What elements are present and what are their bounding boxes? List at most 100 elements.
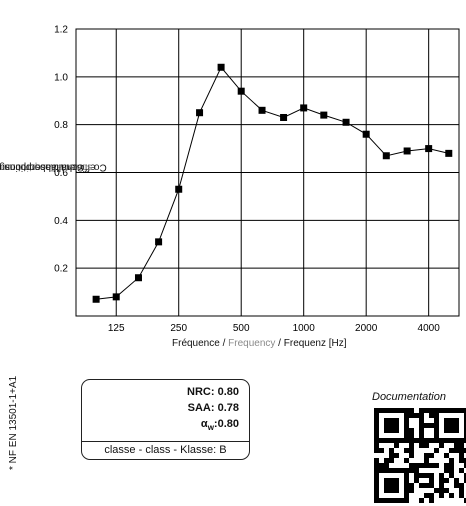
alpha-w-value: αw:0.80 xyxy=(187,416,239,436)
qr-module xyxy=(449,438,454,443)
data-point xyxy=(280,113,288,121)
data-point xyxy=(445,149,453,157)
qr-module xyxy=(374,438,379,443)
qr-module xyxy=(464,458,466,463)
x-axis-label-en: Frequency xyxy=(228,338,276,349)
qr-module xyxy=(414,478,419,483)
qr-module xyxy=(454,428,459,433)
chart-grid xyxy=(76,28,459,316)
qr-module xyxy=(419,428,424,433)
qr-module xyxy=(424,493,429,498)
qr-module xyxy=(444,463,449,468)
qr-module xyxy=(384,498,389,503)
qr-module xyxy=(374,433,379,438)
qr-module xyxy=(449,493,454,498)
qr-module xyxy=(374,423,379,428)
qr-module xyxy=(404,408,409,413)
qr-module xyxy=(389,418,394,423)
data-point xyxy=(300,104,308,112)
qr-module xyxy=(389,458,394,463)
saa-value: SAA: 0.78 xyxy=(187,402,239,414)
qr-module xyxy=(459,443,464,448)
qr-module xyxy=(434,423,439,428)
qr-module xyxy=(404,493,409,498)
qr-module xyxy=(404,413,409,418)
y-tick-label: 0.8 xyxy=(54,120,68,131)
qr-module xyxy=(389,488,394,493)
y-tick-label: 1.2 xyxy=(54,25,68,36)
qr-module xyxy=(459,438,464,443)
qr-module xyxy=(389,438,394,443)
acoustic-ratings-box: NRC: 0.80 SAA: 0.78 αw:0.80 classe - cla… xyxy=(81,379,250,460)
qr-module xyxy=(459,408,464,413)
ratings-divider xyxy=(82,441,249,442)
qr-module xyxy=(374,408,379,413)
qr-module xyxy=(374,463,379,468)
qr-module xyxy=(404,473,409,478)
qr-module xyxy=(419,413,424,418)
qr-module xyxy=(449,423,454,428)
y-axis-label-de: Schallabsorptionsgrad α xyxy=(0,161,84,173)
qr-module xyxy=(444,438,449,443)
qr-module xyxy=(464,478,466,483)
qr-module xyxy=(374,458,379,463)
qr-module xyxy=(394,438,399,443)
qr-module xyxy=(389,453,394,458)
qr-module xyxy=(439,473,444,478)
data-point xyxy=(403,147,411,155)
qr-module xyxy=(434,463,439,468)
qr-module xyxy=(459,468,464,473)
qr-module xyxy=(419,463,424,468)
qr-module xyxy=(379,468,384,473)
qr-module xyxy=(419,483,424,488)
qr-module xyxy=(389,423,394,428)
qr-module xyxy=(424,453,429,458)
qr-module xyxy=(394,483,399,488)
qr-module xyxy=(434,438,439,443)
qr-module xyxy=(374,478,379,483)
qr-module xyxy=(419,418,424,423)
qr-code-icon[interactable] xyxy=(374,408,466,506)
qr-module xyxy=(464,438,466,443)
x-tick-label: 250 xyxy=(170,323,187,334)
qr-module xyxy=(404,423,409,428)
qr-module xyxy=(424,458,429,463)
qr-module xyxy=(459,493,464,498)
qr-module xyxy=(409,443,414,448)
qr-module xyxy=(389,448,394,453)
qr-module xyxy=(389,478,394,483)
x-axis-label-fr: Fréquence xyxy=(172,338,220,349)
fire-class: classe - class - Klasse: B xyxy=(104,444,227,456)
qr-module xyxy=(424,423,429,428)
qr-module xyxy=(414,473,419,478)
qr-module xyxy=(459,488,464,493)
qr-module xyxy=(394,453,399,458)
qr-module xyxy=(459,483,464,488)
y-tick-label: 0.4 xyxy=(54,216,68,227)
qr-module xyxy=(424,483,429,488)
qr-module xyxy=(394,498,399,503)
alpha-symbol: α xyxy=(200,418,208,430)
qr-module xyxy=(384,468,389,473)
qr-module xyxy=(424,443,429,448)
qr-module xyxy=(424,463,429,468)
x-tick-label: 2000 xyxy=(355,323,378,334)
qr-module xyxy=(439,483,444,488)
alpha-number: :0.80 xyxy=(213,418,239,430)
qr-module xyxy=(464,428,466,433)
qr-module xyxy=(464,498,466,503)
qr-module xyxy=(454,438,459,443)
qr-module xyxy=(394,488,399,493)
qr-module xyxy=(454,408,459,413)
qr-module xyxy=(439,478,444,483)
chart-ticks: 0.2 0.4 0.6 0.8 1.0 1.2 125 250 500 1000 2000 4000 xyxy=(54,25,440,335)
x-tick-label: 1000 xyxy=(293,323,316,334)
qr-module xyxy=(444,418,449,423)
qr-module xyxy=(389,408,394,413)
qr-module xyxy=(449,458,454,463)
absorption-chart: 0.2 0.4 0.6 0.8 1.0 1.2 125 250 500 1000 2000 4000 xyxy=(54,25,460,335)
qr-module xyxy=(414,463,419,468)
qr-module xyxy=(404,438,409,443)
qr-module xyxy=(409,483,414,488)
qr-module xyxy=(394,468,399,473)
